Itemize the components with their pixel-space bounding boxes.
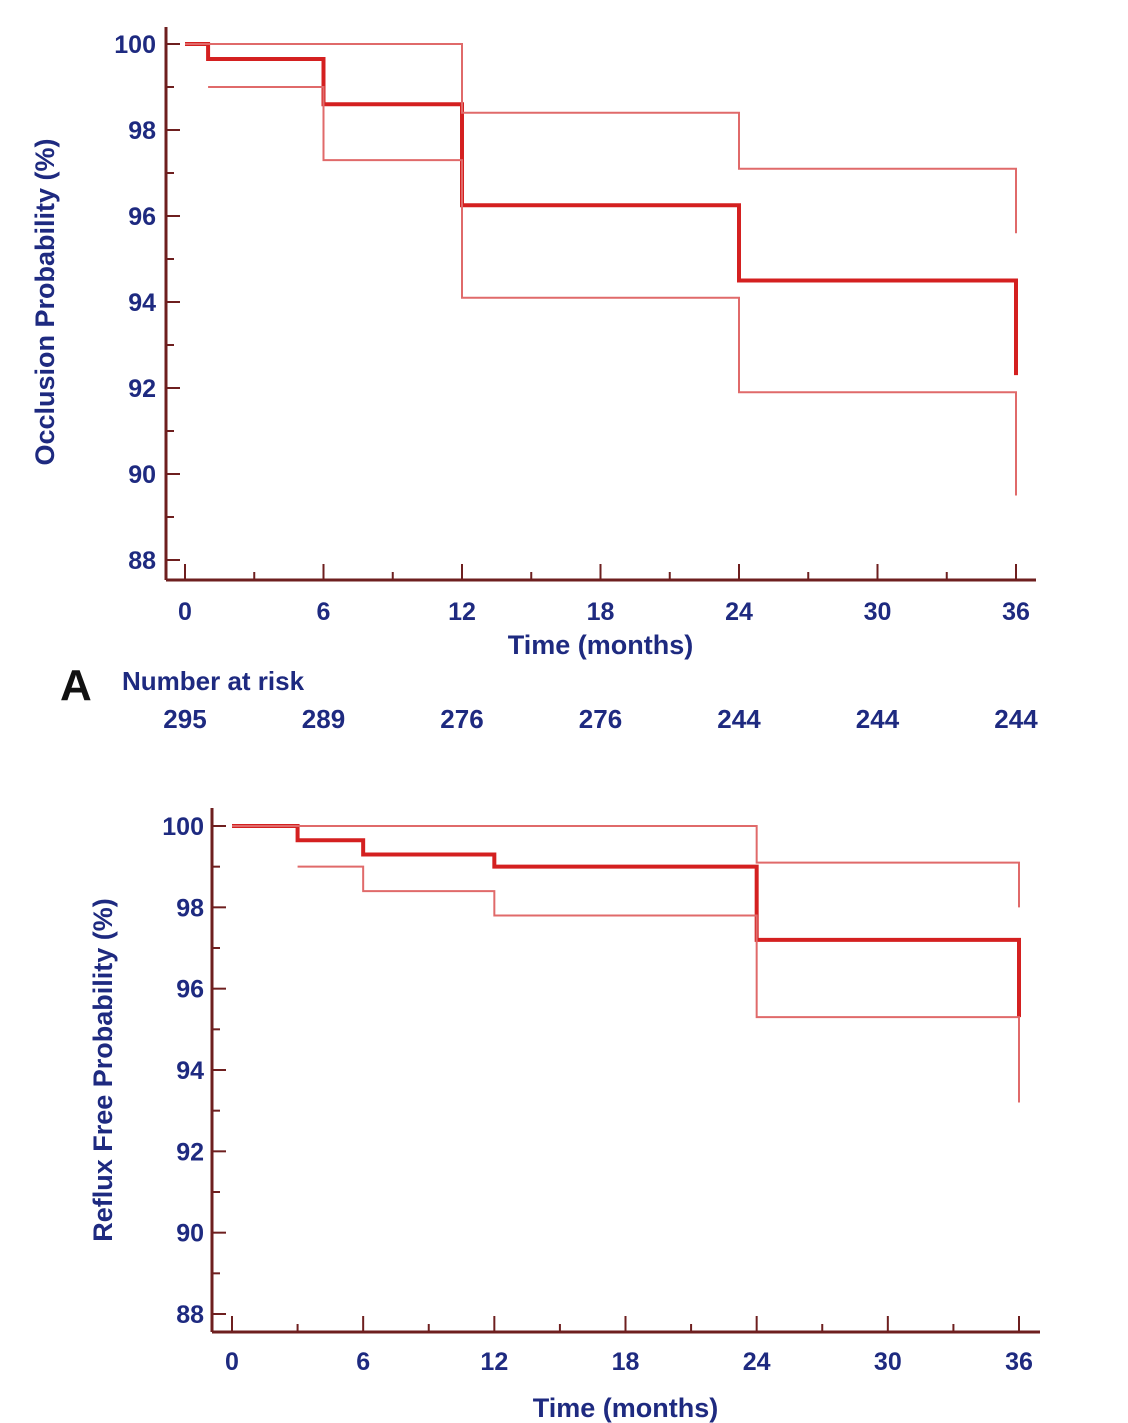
y-tick-label: 96: [128, 203, 156, 231]
x-tick-label: 6: [317, 598, 331, 626]
occlusion-chart: 88 90 92 94 96 98 100 0 6 12 18 24 30 36 Time (months)…: [30, 27, 1038, 734]
x-tick-label: 24: [743, 1348, 771, 1376]
y-tick-label: 100: [162, 813, 204, 841]
y-tick-label: 90: [128, 461, 156, 489]
number-at-risk-value: 244: [856, 704, 900, 734]
x-tick-label: 36: [1005, 1348, 1033, 1376]
y-tick-label: 94: [176, 1057, 204, 1085]
y-axis-title: Occlusion Probability (%): [30, 138, 60, 465]
x-axis-title: Time (months): [533, 1393, 719, 1423]
x-tick-label: 12: [480, 1348, 508, 1376]
y-tick-label: 100: [114, 31, 156, 59]
y-tick-label: 92: [176, 1138, 204, 1166]
number-at-risk-value: 276: [440, 704, 483, 734]
number-at-risk-value: 295: [163, 704, 206, 734]
x-tick-label: 0: [225, 1348, 239, 1376]
x-tick-label: 0: [178, 598, 192, 626]
x-tick-label: 18: [587, 598, 615, 626]
y-tick-label: 94: [128, 289, 156, 317]
x-tick-label: 30: [874, 1348, 902, 1376]
y-tick-label: 88: [128, 547, 156, 575]
y-tick-label: 88: [176, 1301, 204, 1329]
number-at-risk-value: 244: [994, 704, 1038, 734]
y-tick-label: 92: [128, 375, 156, 403]
x-axis-title: Time (months): [508, 630, 694, 660]
series-estimate: [185, 42, 1018, 376]
reflux-free-chart: 88 90 92 94 96 98 100 0 6 12 18 24 30 36 Time (months)…: [88, 808, 1040, 1423]
x-tick-label: 30: [864, 598, 892, 626]
y-tick-label: 96: [176, 976, 204, 1004]
number-at-risk-value: 276: [579, 704, 622, 734]
x-tick-label: 24: [725, 598, 753, 626]
y-tick-label: 90: [176, 1220, 204, 1248]
series-lower-ci: [297, 865, 1020, 1103]
series-estimate: [232, 824, 1021, 1018]
x-tick-label: 12: [448, 598, 476, 626]
series-upper-ci: [232, 825, 1020, 908]
x-tick-label: 18: [612, 1348, 640, 1376]
y-axis-title: Reflux Free Probability (%): [88, 898, 118, 1242]
series-upper-ci: [185, 43, 1017, 234]
y-tick-label: 98: [176, 894, 204, 922]
y-tick-label: 98: [128, 117, 156, 145]
x-tick-label: 36: [1002, 598, 1030, 626]
number-at-risk-value: 289: [302, 704, 345, 734]
x-tick-label: 6: [356, 1348, 370, 1376]
panel-label: A: [60, 661, 92, 710]
number-at-risk-value: 244: [717, 704, 761, 734]
series-lower-ci: [208, 86, 1017, 496]
number-at-risk-title: Number at risk: [122, 666, 305, 696]
